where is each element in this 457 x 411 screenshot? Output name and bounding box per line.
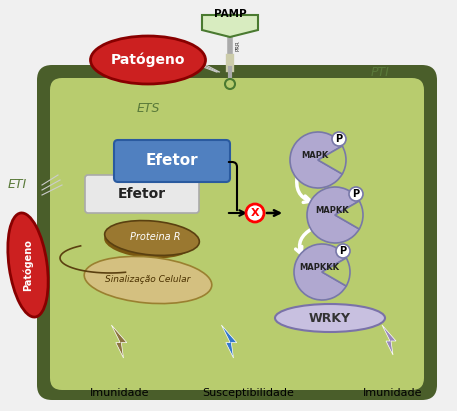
Text: Imunidade: Imunidade: [363, 388, 423, 398]
Text: P: P: [340, 246, 346, 256]
Ellipse shape: [90, 36, 206, 84]
Text: PTI: PTI: [371, 65, 389, 79]
Text: MAPK: MAPK: [301, 152, 329, 161]
Text: Proteina R: Proteina R: [130, 232, 180, 242]
Text: Efetor: Efetor: [146, 153, 198, 169]
Polygon shape: [382, 325, 396, 355]
Text: Patógeno: Patógeno: [23, 239, 33, 291]
Ellipse shape: [104, 226, 192, 259]
Ellipse shape: [8, 213, 48, 317]
Circle shape: [336, 244, 350, 258]
Circle shape: [332, 132, 346, 146]
Text: P: P: [335, 134, 343, 144]
FancyBboxPatch shape: [37, 65, 437, 400]
Text: Efetor: Efetor: [118, 187, 166, 201]
Wedge shape: [335, 201, 363, 229]
Circle shape: [349, 187, 363, 201]
Wedge shape: [322, 258, 350, 286]
Polygon shape: [112, 325, 127, 358]
Polygon shape: [202, 15, 258, 37]
Wedge shape: [307, 187, 359, 243]
Text: Patógeno: Patógeno: [111, 53, 185, 67]
Text: MAPKK: MAPKK: [315, 206, 349, 215]
Wedge shape: [290, 132, 342, 188]
Text: ETI: ETI: [7, 178, 27, 192]
FancyBboxPatch shape: [114, 140, 230, 182]
Text: Sinalização Celular: Sinalização Celular: [105, 275, 191, 284]
Wedge shape: [294, 244, 346, 300]
Circle shape: [225, 79, 235, 89]
Text: ETS: ETS: [136, 102, 159, 115]
Ellipse shape: [84, 256, 212, 304]
Text: P: P: [352, 189, 360, 199]
Wedge shape: [318, 146, 346, 174]
Polygon shape: [221, 325, 237, 358]
Text: WRKY: WRKY: [309, 312, 351, 325]
FancyBboxPatch shape: [85, 175, 199, 213]
Circle shape: [246, 204, 264, 222]
Text: Imunidade: Imunidade: [90, 388, 150, 398]
FancyBboxPatch shape: [50, 78, 424, 390]
Ellipse shape: [275, 304, 385, 332]
Text: MAPKKK: MAPKKK: [299, 263, 339, 272]
Text: PAMP: PAMP: [214, 9, 246, 19]
Text: Susceptibilidade: Susceptibilidade: [202, 388, 294, 398]
Text: PRR: PRR: [235, 41, 240, 51]
Ellipse shape: [105, 221, 199, 255]
Text: X: X: [251, 208, 259, 218]
